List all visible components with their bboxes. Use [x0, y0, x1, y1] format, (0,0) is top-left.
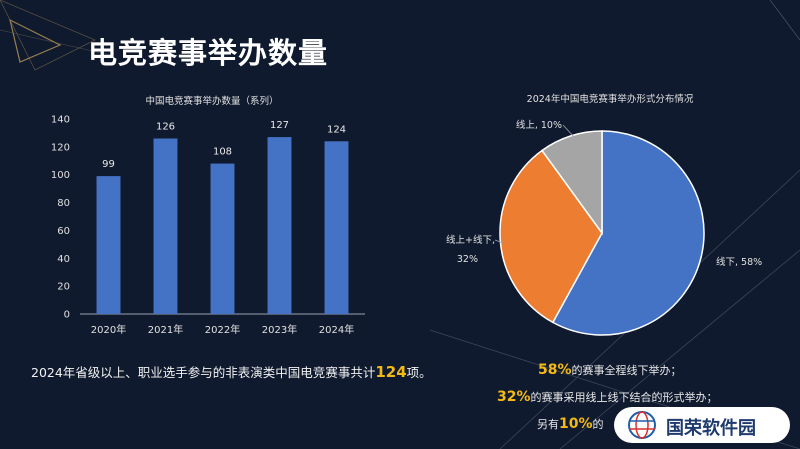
x-tick-label: 2021年 — [148, 323, 183, 336]
bar-chart-axis: 0 20 40 60 80 100 120 140 2020年 2021年 2022年 2023年 20… — [51, 115, 365, 336]
pie-data-label: 线上+线下, — [446, 234, 495, 246]
x-tick-label: 2022年 — [205, 323, 240, 336]
bar-data-label: 124 — [327, 124, 346, 135]
bar — [210, 163, 235, 314]
y-tick-label: 60 — [57, 226, 70, 237]
x-tick-label: 2020年 — [91, 323, 126, 336]
pie-data-label: 线上, 10% — [516, 119, 562, 131]
pie-data-label: 32% — [457, 254, 478, 265]
note-online-prefix: 另有 — [537, 418, 559, 431]
bar-data-label: 126 — [156, 122, 175, 133]
note-hybrid-text: 的赛事采用线上线下结合的形式举办； — [530, 391, 718, 404]
y-tick-label: 100 — [51, 170, 70, 181]
note-hybrid: 32%的赛事采用线上线下结合的形式举办； — [497, 389, 718, 405]
note-hybrid-pct: 32% — [497, 389, 531, 405]
pie-slice — [499, 149, 603, 324]
watermark-logo: 国荣软件园 — [614, 407, 790, 443]
note-offline: 58%的赛事全程线下举办； — [538, 362, 682, 378]
note-online-text: 的 — [592, 418, 604, 431]
pie-slice — [551, 130, 705, 336]
pie-chart-marks: 线下, 58% 线上+线下, 32% 线上, 10% — [446, 119, 762, 336]
note-offline-pct: 58% — [538, 362, 572, 378]
x-tick-label: 2023年 — [262, 323, 297, 336]
caption-suffix: 项。 — [406, 365, 432, 380]
logo-text: 国荣软件园 — [666, 418, 756, 439]
bar — [96, 176, 121, 314]
y-tick-label: 20 — [57, 282, 70, 293]
note-offline-text: 的赛事全程线下举办； — [571, 364, 682, 377]
bar — [267, 137, 292, 314]
y-tick-label: 80 — [57, 198, 70, 209]
bar-data-label: 99 — [102, 159, 115, 170]
caption-number: 124 — [375, 363, 407, 381]
summary-caption: 2024年省级以上、职业选手参与的非表演类中国电竞赛事共计124项。 — [31, 362, 432, 381]
page-title: 电竞赛事举办数量 — [88, 36, 329, 70]
pie-leader-line — [494, 239, 504, 244]
globe-icon — [628, 411, 656, 439]
bar — [324, 141, 349, 314]
x-tick-label: 2024年 — [319, 323, 354, 336]
y-tick-label: 40 — [57, 254, 70, 265]
note-online: 另有10%的 — [537, 416, 604, 432]
bar-chart-title: 中国电竞赛事举办数量（系列） — [145, 95, 278, 107]
y-tick-label: 140 — [51, 115, 70, 126]
y-tick-label: 120 — [51, 142, 70, 153]
bar-data-label: 108 — [213, 147, 232, 158]
bar — [153, 138, 178, 314]
caption-prefix: 2024年省级以上、职业选手参与的非表演类中国电竞赛事共计 — [31, 365, 376, 380]
y-tick-label: 0 — [64, 310, 70, 321]
pie-data-label: 线下, 58% — [716, 256, 762, 268]
pie-chart-title: 2024年中国电竞赛事举办形式分布情况 — [527, 93, 694, 105]
bar-data-label: 127 — [270, 120, 289, 131]
bar-chart-marks: 99 126 108 127 124 — [96, 120, 349, 314]
pie-slice — [540, 130, 603, 236]
note-online-pct: 10% — [559, 416, 593, 432]
pie-leader-line — [562, 124, 576, 139]
